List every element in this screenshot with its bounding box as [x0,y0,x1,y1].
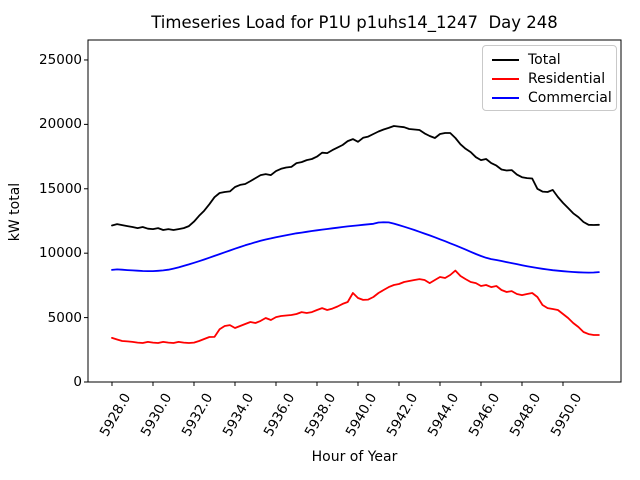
legend-label: Commercial [528,89,612,106]
x-axis-label: Hour of Year [311,449,398,465]
chart-title: Timeseries Load for P1U p1uhs14_1247 Day… [151,13,558,32]
series-lines [111,125,600,344]
legend-item-commercial: Commercial [483,88,616,107]
legend-line-sample [492,77,519,80]
y-tick-label: 25000 [39,51,82,68]
y-tick-label: 5000 [47,309,82,326]
legend-item-total: Total [483,50,616,69]
series-line-residential [111,269,600,344]
y-tick-label: 15000 [39,180,82,197]
legend-label: Residential [528,70,606,87]
y-tick-label: 10000 [39,245,82,262]
tick-marks [84,59,564,386]
series-line-commercial [111,221,600,274]
legend-item-residential: Residential [483,69,616,88]
y-tick-label: 0 [73,374,82,390]
legend-line-sample [492,96,519,99]
y-axis-label: kW total [7,182,23,242]
series-line-total [111,125,600,231]
legend-line-sample [492,58,519,61]
axes-spines [87,39,622,383]
legend: Total Residential Commercial [482,45,617,111]
legend-label: Total [528,51,561,68]
y-tick-label: 20000 [39,116,82,133]
